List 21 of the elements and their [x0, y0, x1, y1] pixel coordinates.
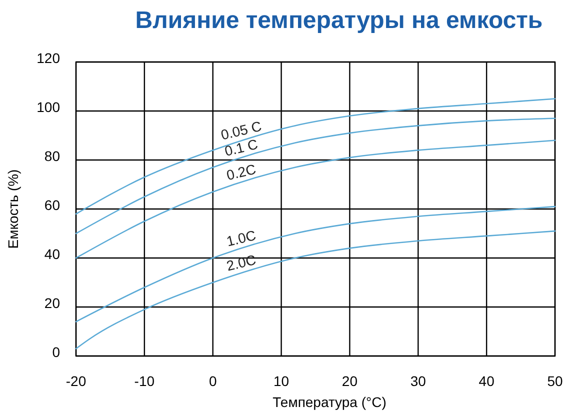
y-tick-label: 40 — [44, 246, 60, 262]
text: 2.0C — [224, 251, 258, 274]
y-tick-label: 80 — [44, 148, 60, 164]
x-tick-label: 40 — [478, 373, 495, 389]
y-tick-label: 120 — [36, 50, 60, 66]
x-tick-label: 30 — [410, 373, 426, 389]
x-tick-label: -20 — [66, 373, 86, 389]
y-tick-label: 0 — [52, 344, 60, 360]
text: 1.0C — [224, 226, 258, 250]
x-tick-label: 10 — [273, 373, 290, 389]
x-tick-label: 0 — [208, 373, 217, 389]
y-tick-label: 60 — [44, 196, 60, 213]
text: 0.2C — [224, 160, 258, 184]
x-tick-label: 50 — [547, 373, 563, 389]
x-tick-label: 20 — [342, 373, 358, 389]
y-tick-label: 100 — [36, 98, 60, 115]
y-axis-title: Емкость (%) — [5, 169, 21, 249]
y-tick-label: 20 — [44, 294, 60, 311]
x-axis-title: Температура (°C) — [272, 394, 386, 410]
x-tick-label: -10 — [134, 373, 155, 389]
chart-title: Влияние температуры на емкость — [135, 7, 543, 34]
